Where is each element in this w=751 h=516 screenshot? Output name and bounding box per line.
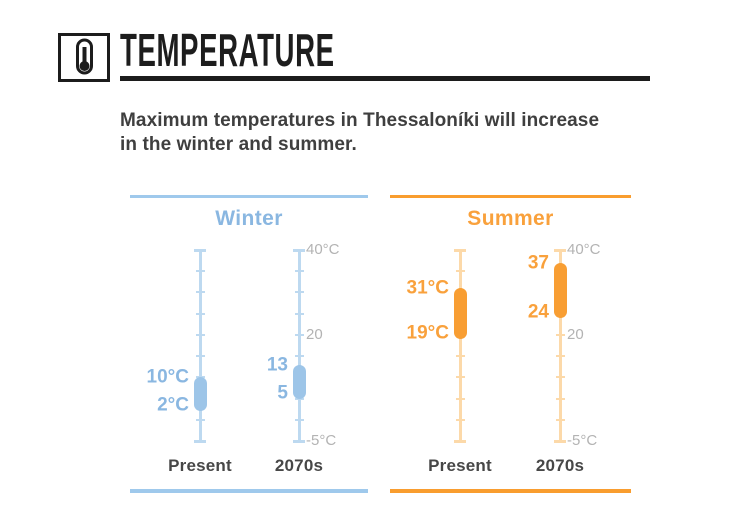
- tick-mark: [293, 439, 305, 443]
- tick-mark: [294, 270, 304, 273]
- tick-mark: [294, 418, 304, 421]
- scale-label: 20: [567, 325, 584, 343]
- title-underline: [120, 76, 650, 81]
- tick-mark: [454, 248, 466, 252]
- temperature-range-capsule: [193, 377, 207, 412]
- low-value-label: 5: [277, 382, 288, 404]
- thermometer-glyph: [75, 38, 93, 74]
- tick-mark: [195, 333, 205, 336]
- scale-label: -5°C: [306, 432, 337, 449]
- tick-mark: [195, 270, 205, 273]
- subtitle: Maximum temperatures in Thessaloníki wil…: [120, 109, 680, 157]
- tick-mark: [195, 312, 205, 315]
- scale-label: 40°C: [567, 241, 601, 258]
- tick-mark: [194, 248, 206, 252]
- tick-mark: [294, 397, 304, 400]
- scale-label: 20: [306, 325, 323, 343]
- temperature-range-capsule: [292, 364, 306, 399]
- panel-title: Summer: [467, 207, 554, 230]
- panel-title: Winter: [215, 207, 283, 230]
- tick-mark: [294, 355, 304, 358]
- tick-mark: [195, 291, 205, 294]
- tick-mark: [555, 397, 565, 400]
- low-value-label: 19°C: [406, 322, 449, 344]
- tick-mark: [555, 418, 565, 421]
- panel-top-rule: [130, 195, 368, 198]
- temperature-range-capsule: [453, 288, 467, 340]
- tick-mark: [554, 439, 566, 443]
- tick-mark: [455, 270, 465, 273]
- tick-mark: [293, 248, 305, 252]
- tick-mark: [195, 355, 205, 358]
- high-value-label: 13: [266, 354, 288, 376]
- tick-mark: [455, 397, 465, 400]
- subtitle-line-2: in the winter and summer.: [120, 134, 357, 155]
- high-value-label: 31°C: [406, 277, 449, 299]
- tick-mark: [455, 355, 465, 358]
- tick-mark: [195, 418, 205, 421]
- tick-mark: [555, 355, 565, 358]
- tick-mark: [294, 312, 304, 315]
- tick-mark: [294, 291, 304, 294]
- panel-bottom-rule: [130, 489, 368, 493]
- high-value-label: 37: [527, 252, 549, 274]
- tick-mark: [454, 439, 466, 443]
- scale-label: 40°C: [306, 241, 340, 258]
- scale-label: -5°C: [567, 432, 598, 449]
- tick-mark: [455, 376, 465, 379]
- thermometer-line: [558, 250, 562, 441]
- page-title: TEMPERATURE: [120, 24, 335, 76]
- thermometer-icon: [58, 33, 110, 82]
- item-label: 2070s: [535, 456, 585, 475]
- thermometer-line: [297, 250, 301, 441]
- panel-top-rule: [390, 195, 631, 198]
- item-label: Present: [428, 456, 492, 475]
- temperature-range-capsule: [553, 262, 567, 318]
- item-label: 2070s: [274, 456, 324, 475]
- low-value-label: 2°C: [157, 394, 189, 416]
- thermometer-line: [198, 250, 202, 441]
- tick-mark: [554, 248, 566, 252]
- high-value-label: 10°C: [146, 366, 189, 388]
- low-value-label: 24: [527, 301, 549, 323]
- subtitle-line-1: Maximum temperatures in Thessaloníki wil…: [120, 110, 600, 131]
- tick-mark: [194, 439, 206, 443]
- item-label: Present: [168, 456, 232, 475]
- tick-mark: [555, 333, 565, 336]
- tick-mark: [555, 376, 565, 379]
- thermometer-line: [458, 250, 462, 441]
- tick-mark: [294, 333, 304, 336]
- tick-mark: [455, 418, 465, 421]
- panel-bottom-rule: [390, 489, 631, 493]
